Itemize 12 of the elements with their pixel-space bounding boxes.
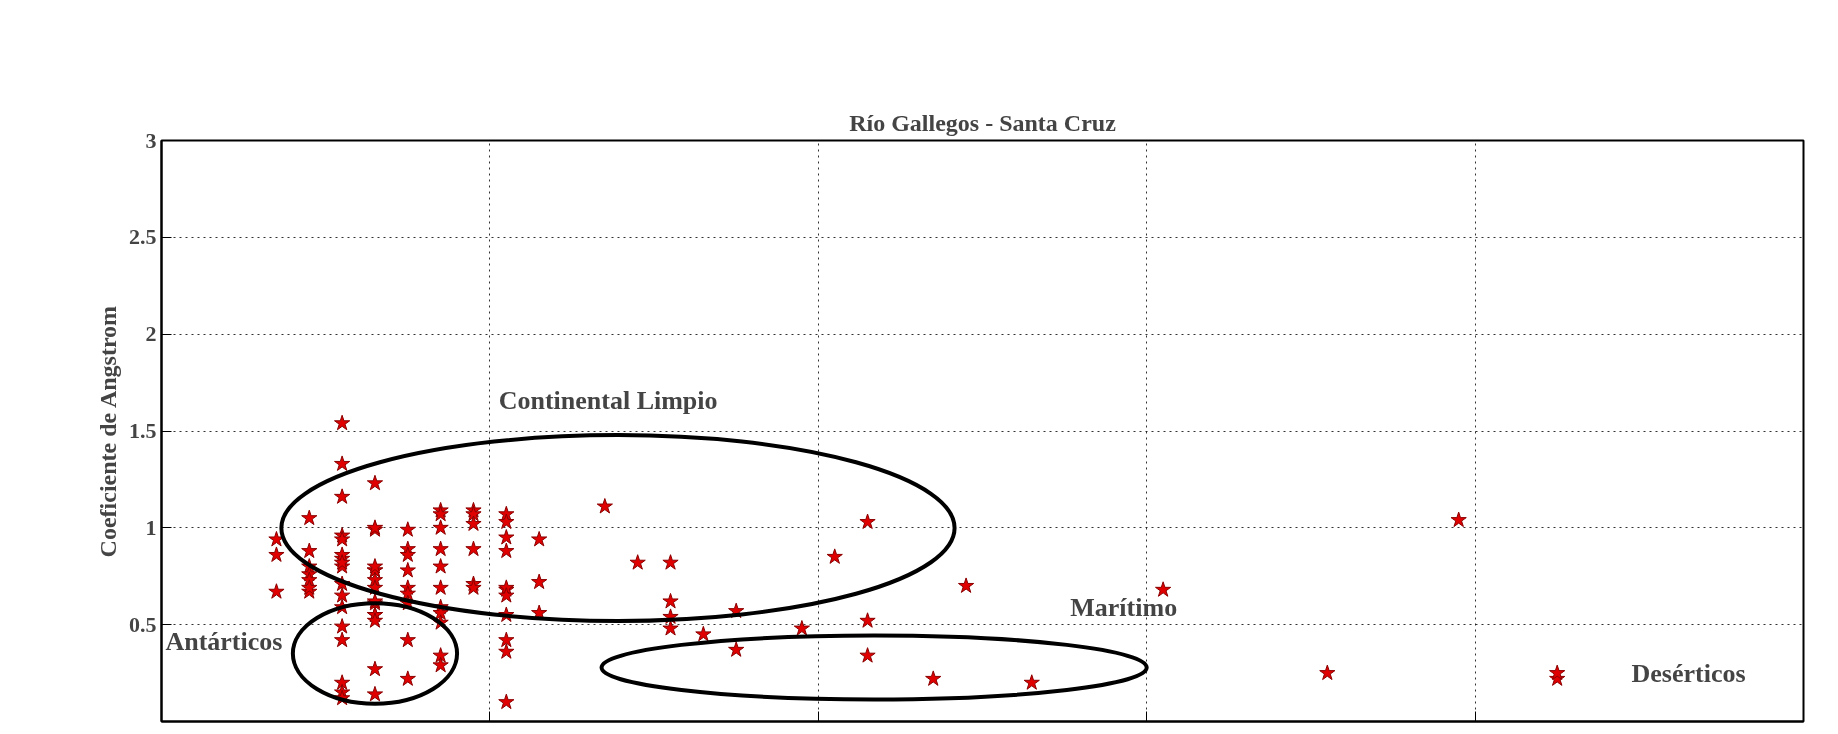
annotation: Continental Limpio [498, 385, 718, 415]
y-tick-label: 2 [145, 321, 157, 347]
annotation: Marítimo [1070, 592, 1178, 622]
y-tick-label: 2.5 [129, 224, 157, 250]
y-tick-label: 0.5 [129, 611, 157, 637]
y-axis-title: Coeficiente de Angstrom [95, 305, 121, 558]
chart-title: Río Gallegos - Santa Cruz [849, 109, 1117, 136]
annotation: Desérticos [1631, 658, 1746, 688]
y-tick-label: 1.5 [129, 418, 157, 443]
y-tick-label: 1 [145, 514, 157, 540]
annotation: Antárticos [165, 627, 283, 657]
y-tick-label: 3 [145, 127, 157, 153]
